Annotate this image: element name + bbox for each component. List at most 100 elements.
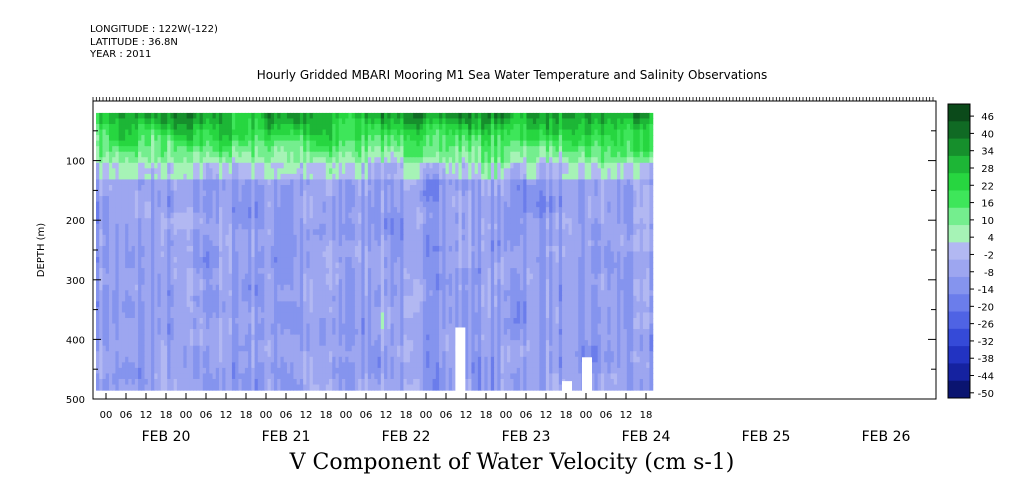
heatmap-cell <box>620 234 625 241</box>
heatmap-cell <box>251 124 256 131</box>
heatmap-cell <box>510 268 515 275</box>
heatmap-cell <box>329 129 333 136</box>
heatmap-cell <box>367 240 372 247</box>
heatmap-cell <box>396 229 401 236</box>
heatmap-cell <box>147 146 152 153</box>
heatmap-cell <box>403 229 408 236</box>
heatmap-cell <box>604 112 608 120</box>
heatmap-cell <box>121 268 126 275</box>
heatmap-cell <box>238 257 243 264</box>
heatmap-cell <box>364 135 369 142</box>
heatmap-cell <box>261 207 265 214</box>
heatmap-cell <box>128 140 133 147</box>
heatmap-cell <box>218 201 223 208</box>
heatmap-cell <box>468 162 473 169</box>
heatmap-cell <box>639 218 644 225</box>
heatmap-cell <box>461 118 466 125</box>
heatmap-cell <box>118 112 123 120</box>
heatmap-cell <box>587 112 592 120</box>
heatmap-cell <box>144 112 149 120</box>
heatmap-cell <box>244 212 249 219</box>
heatmap-cell <box>477 112 482 120</box>
heatmap-cell <box>477 240 482 247</box>
heatmap-cell <box>620 190 625 197</box>
heatmap-cell <box>452 162 456 169</box>
heatmap-cell <box>568 190 573 197</box>
heatmap-cell <box>607 268 612 275</box>
heatmap-cell <box>218 179 223 186</box>
heatmap-cell <box>319 173 324 181</box>
heatmap-cell <box>523 118 528 125</box>
heatmap-cell <box>529 157 534 164</box>
heatmap-cell <box>568 168 573 175</box>
heatmap-cell <box>532 151 537 158</box>
heatmap-cell <box>241 201 246 208</box>
heatmap-cell <box>312 223 317 230</box>
heatmap-cell <box>283 240 288 247</box>
heatmap-cell <box>519 124 524 131</box>
heatmap-cell <box>254 173 259 181</box>
heatmap-cell <box>354 218 359 225</box>
heatmap-cell <box>578 151 583 158</box>
heatmap-cell <box>384 262 388 269</box>
heatmap-cell <box>286 151 291 158</box>
heatmap-cell <box>267 262 272 269</box>
heatmap-cell <box>497 124 502 131</box>
heatmap-cell <box>218 140 223 147</box>
heatmap-cell <box>552 268 557 275</box>
heatmap-cell <box>329 151 333 158</box>
heatmap-cell <box>125 118 129 125</box>
heatmap-cell <box>396 262 401 269</box>
heatmap-cell <box>613 229 618 236</box>
heatmap-cell <box>371 207 375 214</box>
heatmap-cell <box>490 240 495 247</box>
heatmap-cell <box>636 229 641 236</box>
heatmap-cell <box>536 173 540 181</box>
heatmap-cell <box>102 268 107 275</box>
heatmap-cell <box>193 118 197 125</box>
heatmap-cell <box>503 234 508 241</box>
heatmap-cell <box>280 179 285 186</box>
heatmap-cell <box>623 240 628 247</box>
heatmap-cell <box>183 196 188 203</box>
heatmap-cell <box>354 184 359 192</box>
heatmap-cell <box>406 212 411 219</box>
heatmap-cell <box>244 223 249 230</box>
heatmap-cell <box>173 140 178 147</box>
heatmap-cell <box>649 212 654 219</box>
heatmap-cell <box>108 112 113 120</box>
heatmap-cell <box>316 118 320 125</box>
heatmap-cell <box>274 257 278 264</box>
heatmap-cell <box>591 173 596 181</box>
heatmap-cell <box>529 184 534 192</box>
heatmap-cell <box>144 196 149 203</box>
heatmap-cell <box>642 124 647 131</box>
heatmap-cell <box>128 179 133 186</box>
heatmap-cell <box>435 151 440 158</box>
heatmap-cell <box>244 157 249 164</box>
heatmap-cell <box>630 112 634 120</box>
heatmap-cell <box>231 240 236 247</box>
heatmap-cell <box>536 251 540 258</box>
heatmap-cell <box>636 196 641 203</box>
heatmap-cell <box>587 240 592 247</box>
heatmap-cell <box>377 207 382 214</box>
heatmap-cell <box>471 118 476 125</box>
heatmap-cell <box>102 173 107 181</box>
heatmap-cell <box>163 151 168 158</box>
heatmap-cell <box>270 184 275 192</box>
heatmap-cell <box>118 223 123 230</box>
heatmap-cell <box>202 184 207 192</box>
heatmap-cell <box>429 129 434 136</box>
heatmap-cell <box>374 162 379 169</box>
heatmap-cell <box>409 201 414 208</box>
heatmap-cell <box>613 179 618 186</box>
heatmap-cell <box>329 240 333 247</box>
heatmap-cell <box>303 157 307 164</box>
heatmap-cell <box>209 112 214 120</box>
heatmap-cell <box>325 184 330 192</box>
heatmap-cell <box>542 223 547 230</box>
heatmap-cell <box>487 190 492 197</box>
heatmap-cell <box>516 229 521 236</box>
heatmap-cell <box>422 124 427 131</box>
